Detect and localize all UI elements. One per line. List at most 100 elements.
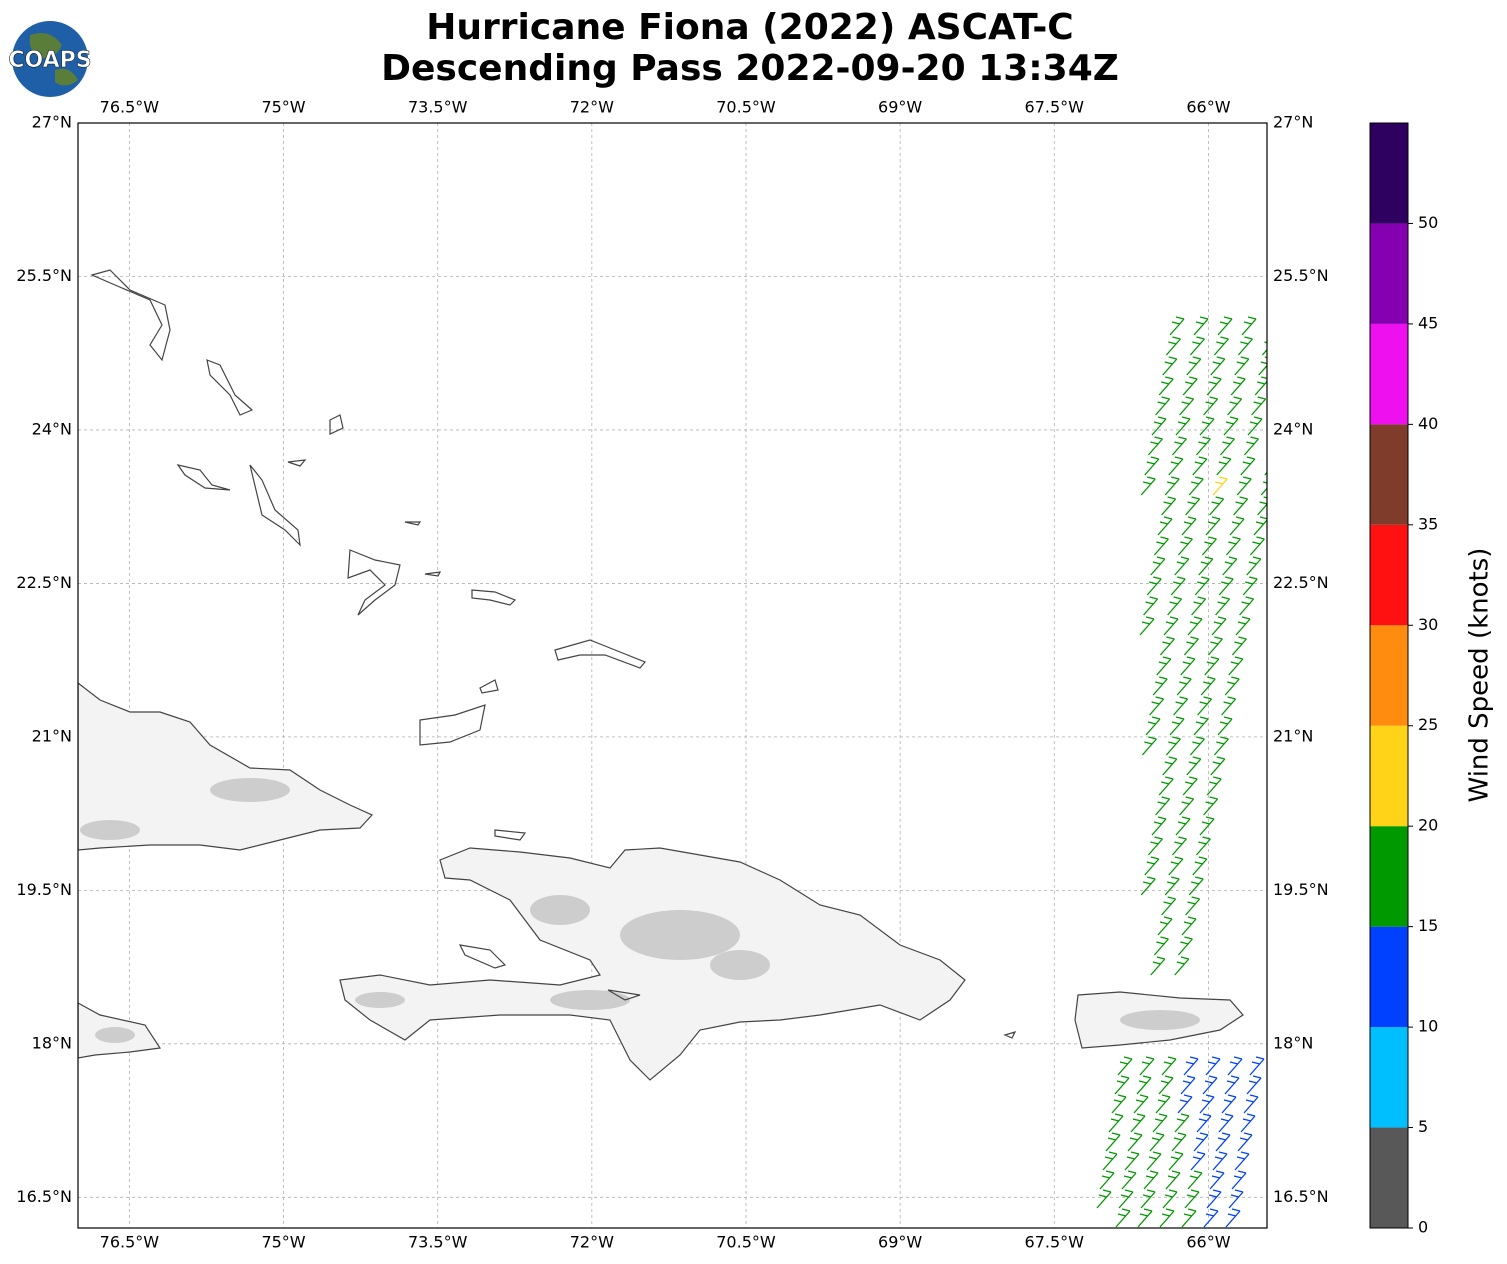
wind-barb xyxy=(1144,856,1160,876)
wind-barb xyxy=(1195,436,1211,456)
colorbar-tick-label: 15 xyxy=(1418,916,1438,935)
wind-barb xyxy=(1229,516,1245,536)
colorbar-bin xyxy=(1370,625,1408,726)
wind-barb xyxy=(1174,1113,1190,1133)
wind-barb xyxy=(1155,796,1171,816)
wind-barb xyxy=(1240,1113,1256,1133)
wind-barb xyxy=(1186,756,1202,776)
lon-label: 72°W xyxy=(570,98,614,117)
colorbar-bin xyxy=(1370,123,1408,224)
lat-label: 18°N xyxy=(1273,1033,1313,1052)
colorbar-bin xyxy=(1370,323,1408,425)
colorbar-bin xyxy=(1370,524,1408,626)
wind-barb xyxy=(1261,341,1267,356)
wind-barb xyxy=(1153,536,1169,556)
wind-barb xyxy=(1213,336,1229,356)
lat-label: 18°N xyxy=(32,1033,72,1052)
wind-barb xyxy=(1156,656,1172,676)
colorbar-tick-label: 10 xyxy=(1418,1017,1438,1036)
wind-barb xyxy=(1153,936,1169,956)
wind-barb xyxy=(1139,1056,1155,1076)
lat-label: 24°N xyxy=(32,419,72,438)
wind-barb xyxy=(1215,596,1231,616)
wind-barb xyxy=(1174,956,1190,976)
wind-barb xyxy=(1188,476,1204,496)
wind-barb xyxy=(1155,396,1171,416)
wind-barb xyxy=(1202,1075,1218,1095)
wind-barb xyxy=(1217,316,1233,336)
wind-barb xyxy=(1246,556,1262,576)
wind-barb xyxy=(1152,1113,1168,1133)
wind-barb xyxy=(1209,496,1225,516)
wind-barb xyxy=(1234,1151,1250,1171)
wind-barb xyxy=(1140,1189,1156,1209)
wind-barb xyxy=(1216,456,1232,476)
wind-barb xyxy=(1143,596,1159,616)
colorbar-bin xyxy=(1370,926,1408,1028)
wind-barb xyxy=(1228,1189,1244,1209)
wind-barb xyxy=(1241,316,1257,336)
wind-barb xyxy=(1193,316,1209,336)
wind-barb xyxy=(1249,1056,1265,1076)
wind-barb xyxy=(1147,836,1163,856)
wind-barb xyxy=(1205,516,1221,536)
wind-barb xyxy=(1169,316,1185,336)
wind-barb xyxy=(1149,1132,1165,1152)
wind-barb xyxy=(1150,956,1166,976)
wind-barb xyxy=(1203,796,1219,816)
wind-barb xyxy=(1158,776,1174,796)
wind-barb xyxy=(1127,1132,1143,1152)
wind-barb xyxy=(1212,476,1228,496)
wind-barb xyxy=(1174,556,1190,576)
wind-barb xyxy=(1141,736,1157,756)
lat-label: 27°N xyxy=(32,113,72,132)
wind-barb xyxy=(1257,496,1267,516)
lat-label: 21°N xyxy=(32,726,72,745)
wind-barb xyxy=(1195,836,1211,856)
wind-barb xyxy=(1175,416,1191,436)
land xyxy=(78,269,1244,1081)
lat-label: 25.5°N xyxy=(16,266,72,285)
wind-barb xyxy=(1105,1132,1121,1152)
wind-barb xyxy=(1161,496,1177,516)
wind-barb xyxy=(1155,1094,1171,1114)
wind-barb xyxy=(1206,1189,1222,1209)
wind-barb xyxy=(1165,336,1181,356)
wind-barb xyxy=(1180,1075,1196,1095)
wind-barb xyxy=(1190,1151,1206,1171)
wind-barb xyxy=(1233,496,1249,516)
wind-barb xyxy=(1197,696,1213,716)
colorbar-tick-label: 40 xyxy=(1418,414,1438,433)
wind-barb xyxy=(1115,1208,1131,1228)
lat-label: 19.5°N xyxy=(16,880,72,899)
wind-barb xyxy=(1161,1056,1177,1076)
hispaniola xyxy=(339,847,966,1081)
wind-barb xyxy=(1231,636,1247,656)
wind-barb xyxy=(1206,376,1222,396)
wind-barb xyxy=(1198,556,1214,576)
wind-barb xyxy=(1163,616,1179,636)
wind-barb xyxy=(1133,1094,1149,1114)
wind-barb xyxy=(1117,1056,1133,1076)
colorbar-bin xyxy=(1370,826,1408,927)
wind-barb xyxy=(1177,936,1193,956)
wind-barb xyxy=(1200,676,1216,696)
wind-barb xyxy=(1217,716,1233,736)
lon-label: 72°W xyxy=(570,1233,614,1252)
wind-barb xyxy=(1114,1075,1130,1095)
wind-barb xyxy=(1211,616,1227,636)
colorbar-tick-label: 35 xyxy=(1418,514,1438,533)
wind-barb xyxy=(1199,1094,1215,1114)
wind-barbs xyxy=(1096,316,1267,1228)
lat-label: 22.5°N xyxy=(16,573,72,592)
wind-barb xyxy=(1246,1075,1262,1095)
lon-label: 70.5°W xyxy=(716,1233,776,1252)
lon-label: 73.5°W xyxy=(408,1233,468,1252)
lon-label: 75°W xyxy=(261,98,305,117)
wind-barb xyxy=(1177,536,1193,556)
map-frame xyxy=(77,122,1268,1229)
lon-label: 70.5°W xyxy=(716,98,776,117)
wind-barb xyxy=(1144,456,1160,476)
wind-barb xyxy=(1221,1094,1237,1114)
